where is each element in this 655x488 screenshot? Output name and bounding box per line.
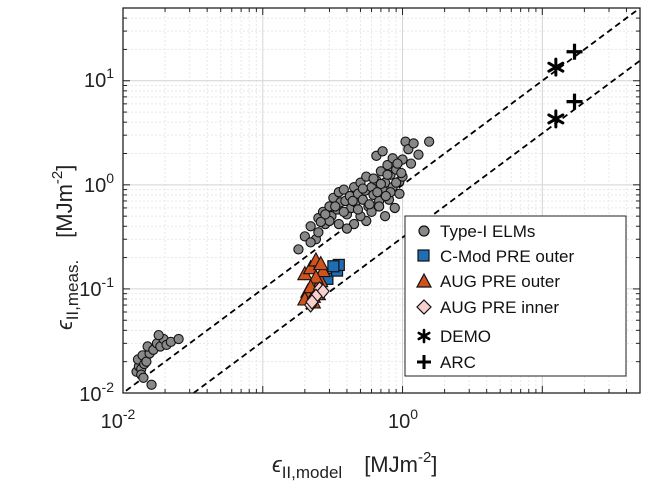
type-i-elm-point <box>394 188 405 199</box>
legend: Type-I ELMs C-Mod PRE outer AUG PRE oute… <box>404 215 627 377</box>
type-i-elm-point <box>373 201 385 212</box>
type-i-elm-point <box>305 221 316 232</box>
y-tick-label: 10-1 <box>79 274 114 301</box>
legend-marker-circle <box>418 225 430 237</box>
legend-item: Type-I ELMs <box>418 222 535 241</box>
x-axis-label: ϵII,model [MJm-2] <box>272 449 437 482</box>
type-i-elm-point <box>348 218 360 230</box>
legend-marker-diamond <box>416 299 432 315</box>
type-i-elm-point <box>390 177 402 188</box>
aug-pre-outer-point <box>302 259 319 275</box>
legend-marker-square <box>417 249 430 262</box>
cmod-pre-outer-point <box>327 260 340 273</box>
type-i-elm-point <box>389 202 400 214</box>
type-i-elm-point <box>379 211 391 222</box>
data-points <box>131 43 583 390</box>
type-i-elm-point <box>364 199 375 210</box>
y-tick-label: 100 <box>84 170 114 197</box>
legend-item: AUG PRE outer <box>415 272 560 291</box>
legend-marker-triangle <box>415 272 433 288</box>
legend-item: AUG PRE inner <box>416 298 559 317</box>
type-i-elm-point <box>377 146 388 157</box>
y-tick-label: 101 <box>84 65 114 92</box>
y-tick-label: 10-2 <box>79 379 114 406</box>
type-i-elm-point <box>368 173 379 184</box>
type-i-elm-point <box>313 227 324 238</box>
aug-pre-outer-point <box>307 268 324 284</box>
type-i-elm-point <box>338 184 349 195</box>
type-i-elm-point <box>173 333 184 345</box>
aug-pre-outer-point <box>312 255 329 271</box>
legend-marker-asterisk <box>417 328 431 344</box>
type-i-elm-point <box>153 329 164 341</box>
arc-point <box>566 93 583 110</box>
legend-label: Type-I ELMs <box>440 222 535 241</box>
legend-item: ARC <box>417 353 476 372</box>
type-i-elm-point <box>320 209 331 220</box>
legend-label: AUG PRE outer <box>440 272 560 291</box>
type-i-elm-point <box>347 195 358 207</box>
type-i-elm-point <box>146 379 157 390</box>
type-i-elm-point <box>338 206 349 218</box>
reference-line <box>193 59 640 393</box>
legend-item: DEMO <box>417 327 491 346</box>
type-i-elm-point <box>315 216 326 228</box>
tick-marks <box>122 7 641 394</box>
x-tick-label: 10-2 <box>101 406 136 433</box>
type-i-elm-point <box>392 158 403 169</box>
demo-point <box>547 109 565 129</box>
legend-label: ARC <box>440 353 476 372</box>
legend-label: DEMO <box>440 327 491 346</box>
type-i-elm-point <box>413 149 424 160</box>
legend-box <box>404 215 627 377</box>
legend-label: C-Mod PRE outer <box>440 247 574 266</box>
type-i-elm-point <box>333 218 344 230</box>
y-axis-label: ϵII,meas.[MJm-2] <box>49 165 82 330</box>
type-i-elm-point <box>382 169 393 180</box>
type-i-elm-point <box>396 167 407 179</box>
type-i-elm-point <box>357 183 368 194</box>
type-i-elm-point <box>138 372 149 383</box>
demo-point-stroke <box>547 61 565 73</box>
type-i-elm-point <box>293 244 304 255</box>
demo-point <box>547 57 565 77</box>
type-i-elm-point <box>423 136 435 147</box>
type-i-elm-point <box>375 178 387 190</box>
type-i-elm-point <box>352 204 364 215</box>
type-i-elm-point <box>330 201 341 212</box>
arc-point <box>566 43 583 60</box>
demo-point-stroke <box>547 113 565 125</box>
legend-label: AUG PRE inner <box>440 298 559 317</box>
type-i-elm-point <box>380 190 392 202</box>
type-i-elm-point <box>341 223 353 234</box>
legend-item: C-Mod PRE outer <box>417 247 574 266</box>
type-i-elm-point <box>305 237 316 248</box>
legend-marker-plus <box>417 355 431 369</box>
type-i-elm-point <box>405 158 417 169</box>
type-i-elm-point <box>408 138 419 149</box>
x-tick-label: 100 <box>388 406 418 433</box>
aug-pre-inner-point <box>305 294 319 310</box>
